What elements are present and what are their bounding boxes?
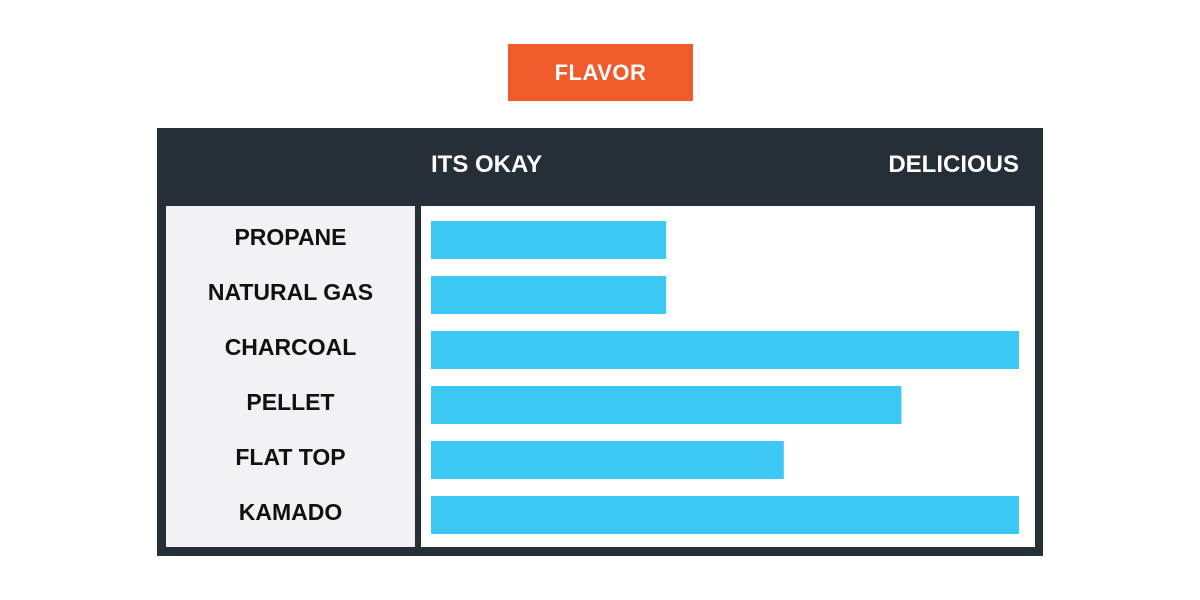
category-label-panel <box>166 206 415 547</box>
category-label-kamado: KAMADO <box>238 499 343 525</box>
bar-propane <box>431 221 667 259</box>
scale-max-label: DELICIOUS <box>888 151 1019 178</box>
category-label-pellet: PELLET <box>246 389 335 415</box>
bar-kamado <box>431 496 1019 534</box>
category-label-charcoal: CHARCOAL <box>224 334 357 360</box>
bar-plot <box>431 221 1019 534</box>
category-label-natural-gas: NATURAL GAS <box>207 279 374 305</box>
scale-min-label: ITS OKAY <box>431 151 543 178</box>
bar-charcoal <box>431 331 1019 369</box>
category-label-propane: PROPANE <box>234 224 347 250</box>
plot-panel <box>421 206 1035 547</box>
chart-title: FLAVOR <box>508 44 693 101</box>
bar-natural-gas <box>431 276 667 314</box>
bar-pellet <box>431 386 902 424</box>
category-label-flat-top: FLAT TOP <box>235 444 346 470</box>
bar-flat-top <box>431 441 784 479</box>
